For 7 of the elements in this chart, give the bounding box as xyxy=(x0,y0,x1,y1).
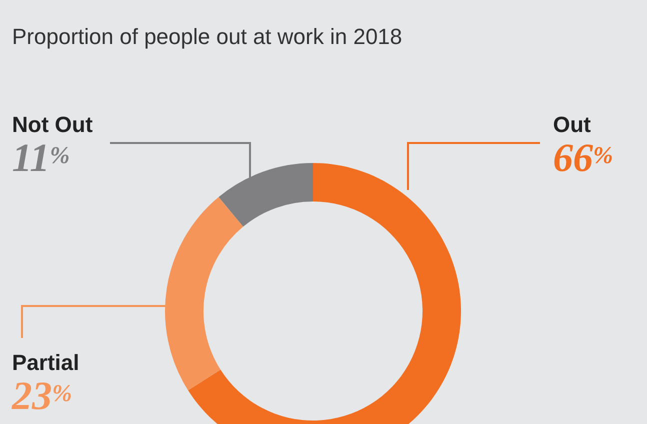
data-label: 11$^{%}$ xyxy=(12,135,71,180)
chart-title: Proportion of people out at work in 2018 xyxy=(12,24,402,50)
slice-label: Out xyxy=(553,112,592,138)
data-label: 66$^{%}$ xyxy=(553,135,613,180)
slice-label: Not Out xyxy=(12,112,93,138)
data-label: 23$^{%}$ xyxy=(12,373,73,418)
slice-label: Partial xyxy=(12,350,80,376)
